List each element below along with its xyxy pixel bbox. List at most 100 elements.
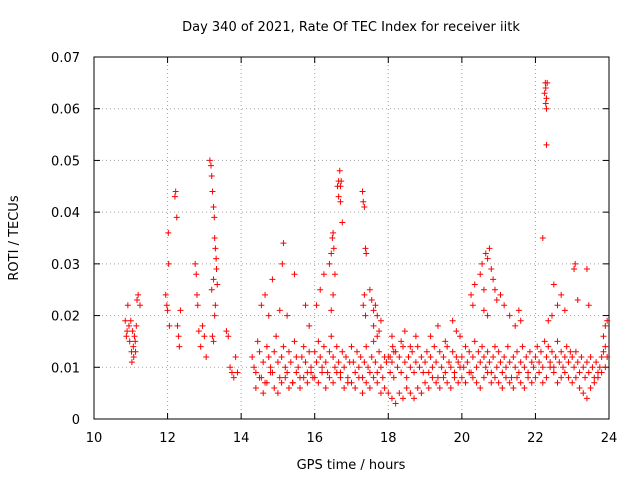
data-point [284,369,291,376]
data-point [543,374,550,381]
data-point [368,297,375,304]
data-point [528,359,535,366]
data-point [370,338,377,345]
data-point [271,384,278,391]
data-point [457,333,464,340]
data-point [480,307,487,314]
data-point [572,260,579,267]
data-point [458,353,465,360]
data-point [267,364,274,371]
data-point [308,364,315,371]
data-point [355,364,362,371]
data-point [234,369,241,376]
data-point [252,384,259,391]
data-point [434,322,441,329]
data-point [201,333,208,340]
data-point [280,240,287,247]
data-point [407,390,414,397]
data-point [473,379,480,386]
data-point [388,359,395,366]
data-point [422,379,429,386]
data-point [473,364,480,371]
data-point [130,353,137,360]
data-point [514,348,521,355]
data-point [287,359,294,366]
data-point [495,348,502,355]
data-point [469,353,476,360]
data-point [298,353,305,360]
data-point [326,260,333,267]
data-point [132,348,139,355]
data-point [602,322,609,329]
data-point [203,353,210,360]
data-point [374,312,381,319]
y-tick-label: 0.05 [51,154,80,169]
data-point [322,359,329,366]
data-point [576,369,583,376]
data-point [263,343,270,350]
data-point [337,183,344,190]
data-point [600,333,607,340]
data-point [284,312,291,319]
data-point [251,364,258,371]
data-point [530,364,537,371]
data-point [352,369,359,376]
data-point [525,374,532,381]
data-point [330,245,337,252]
data-point [333,343,340,350]
data-point [331,271,338,278]
data-point [477,271,484,278]
data-point [537,348,544,355]
data-point [317,286,324,293]
data-point [469,302,476,309]
data-point [547,359,554,366]
data-point [495,379,502,386]
data-point [479,343,486,350]
data-point [372,359,379,366]
data-point [165,229,172,236]
data-point [543,95,550,102]
data-point [409,348,416,355]
data-point [355,374,362,381]
data-point [295,364,302,371]
data-point [328,333,335,340]
data-point [210,203,217,210]
data-point [407,343,414,350]
data-point [374,369,381,376]
data-point [387,369,394,376]
data-point [354,348,361,355]
data-point [510,353,517,360]
x-tick-label: 14 [233,431,250,446]
data-point [567,348,574,355]
data-point [326,348,333,355]
data-point [134,297,141,304]
data-point [368,353,375,360]
data-point [539,379,546,386]
data-point [539,364,546,371]
data-point [491,286,498,293]
data-point [136,302,143,309]
data-point [471,281,478,288]
data-point [212,245,219,252]
data-point [124,328,131,335]
data-point [291,271,298,278]
data-point [319,364,326,371]
data-point [455,379,462,386]
data-point [265,353,272,360]
data-point [431,343,438,350]
data-point [554,302,561,309]
data-point [339,348,346,355]
data-point [274,390,281,397]
data-point [458,374,465,381]
data-point [543,353,550,360]
data-point [488,379,495,386]
data-point [348,379,355,386]
data-point [333,369,340,376]
data-point [405,353,412,360]
data-point [256,374,263,381]
data-point [578,353,585,360]
data-point [225,333,232,340]
data-point [337,374,344,381]
data-point [262,291,269,298]
data-point [135,291,142,298]
